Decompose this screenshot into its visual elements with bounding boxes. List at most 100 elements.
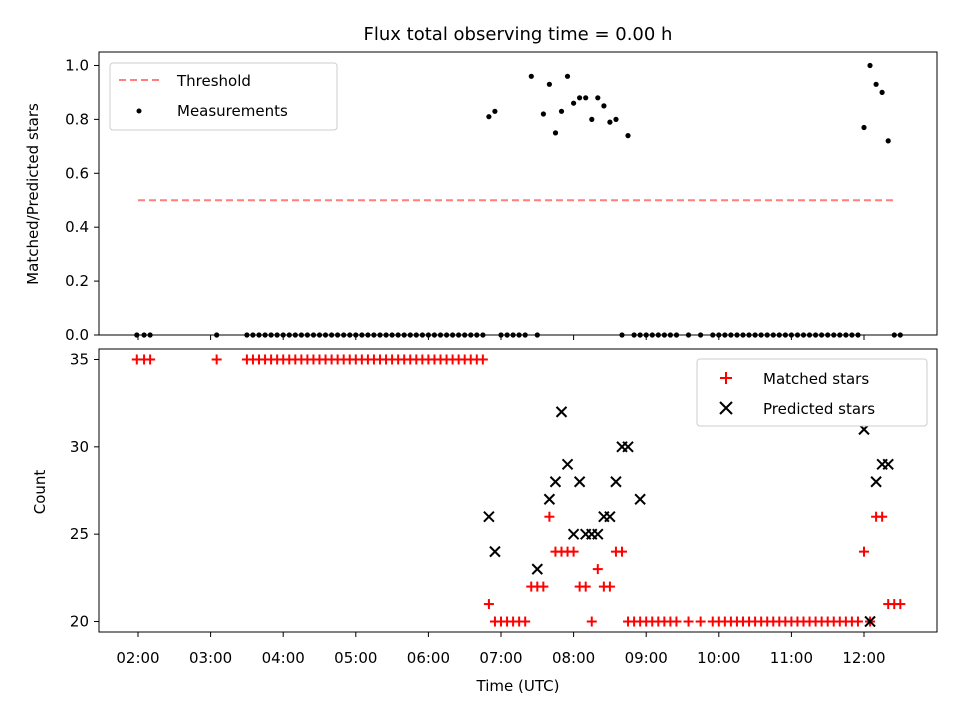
top-y-axis-label: Matched/Predicted stars xyxy=(24,103,42,285)
predicted-star-point xyxy=(567,528,580,540)
matched-star-point xyxy=(520,616,531,627)
predicted-star-point xyxy=(573,476,586,488)
legend-threshold-label: Threshold xyxy=(176,72,251,90)
legend-matched-label: Matched stars xyxy=(763,370,869,388)
top-x-axis xyxy=(137,335,865,340)
matched-star-point xyxy=(617,546,627,557)
predicted-star-point xyxy=(622,441,634,453)
x-tick-label: 04:00 xyxy=(262,649,305,667)
x-tick-label: 12:00 xyxy=(842,649,885,667)
measurement-point xyxy=(546,81,553,87)
bottom-y-tick-label: 35 xyxy=(70,350,89,368)
top-panel: Flux total observing time = 0.00 h 0.0 0.… xyxy=(24,24,938,344)
matched-star-point xyxy=(852,616,863,627)
measurement-point xyxy=(607,119,613,125)
x-tick-label: 11:00 xyxy=(770,649,813,667)
matched-star-point xyxy=(877,511,888,522)
predicted-star-point xyxy=(864,615,876,628)
predicted-star-point xyxy=(489,545,501,558)
top-y-tick-label: 0.2 xyxy=(65,272,89,290)
bottom-legend: Matched stars Predicted stars xyxy=(696,358,928,427)
measurement-point xyxy=(492,108,498,114)
measurement-point xyxy=(625,133,631,139)
measurement-point xyxy=(577,95,583,101)
matched-star-point xyxy=(477,354,488,365)
bottom-plot-area xyxy=(131,354,906,628)
measurement-point xyxy=(885,138,891,144)
legend-measurements-label: Measurements xyxy=(177,102,288,120)
matched-star-point xyxy=(483,599,494,610)
matched-star-point xyxy=(580,581,591,592)
top-y-axis: 0.0 0.2 0.4 0.6 0.8 1.0 xyxy=(65,56,99,344)
top-y-tick-label: 0.0 xyxy=(65,326,89,344)
predicted-star-point xyxy=(604,510,616,523)
matched-star-point xyxy=(538,581,549,592)
predicted-star-point xyxy=(561,458,574,471)
measurement-point xyxy=(589,116,595,122)
matched-star-point xyxy=(683,616,694,627)
predicted-star-point xyxy=(543,493,556,505)
x-tick-label: 05:00 xyxy=(334,649,377,667)
measurement-point xyxy=(595,95,601,101)
bottom-y-axis-label: Count xyxy=(31,470,49,515)
measurement-point xyxy=(558,108,565,114)
top-axes-frame xyxy=(98,51,938,336)
measurement-point xyxy=(552,130,559,136)
top-y-tick-label: 0.8 xyxy=(65,110,89,128)
predicted-star-point xyxy=(634,493,646,505)
matched-star-point xyxy=(859,546,869,557)
bottom-y-tick-label: 20 xyxy=(70,613,89,631)
bottom-x-axis: 02:00 03:00 04:00 05:00 06:00 07:00 08:00 09:00… xyxy=(116,632,886,667)
measurement-point xyxy=(571,100,577,106)
matched-star-point xyxy=(695,616,706,627)
legend-predicted-label: Predicted stars xyxy=(763,400,875,418)
measurement-point xyxy=(528,73,534,79)
measurement-point xyxy=(583,95,589,101)
matched-star-point xyxy=(895,599,906,610)
x-tick-label: 03:00 xyxy=(189,649,232,667)
x-tick-label: 07:00 xyxy=(479,649,522,667)
matched-star-point xyxy=(586,616,597,627)
matched-star-point xyxy=(211,354,222,365)
legend-predicted-swatch xyxy=(719,401,733,415)
x-axis-label: Time (UTC) xyxy=(476,677,560,695)
measurement-point xyxy=(540,111,547,117)
matched-star-point xyxy=(145,354,156,365)
measurement-point xyxy=(564,73,571,79)
x-tick-label: 09:00 xyxy=(625,649,668,667)
top-y-tick-label: 0.4 xyxy=(65,218,89,236)
legend-measurements-swatch xyxy=(136,108,142,114)
x-tick-label: 06:00 xyxy=(407,649,450,667)
matched-star-point xyxy=(604,581,615,592)
matched-star-point xyxy=(592,564,603,575)
predicted-star-point xyxy=(592,528,604,540)
bottom-legend-box xyxy=(696,358,928,427)
measurement-point xyxy=(867,62,873,69)
predicted-star-point xyxy=(483,510,495,523)
measurement-point xyxy=(873,81,879,87)
chart-title: Flux total observing time = 0.00 h xyxy=(364,24,673,45)
measurement-point xyxy=(613,116,619,122)
measurement-point xyxy=(486,114,492,120)
predicted-star-point xyxy=(870,476,882,488)
bottom-y-axis: 20 25 30 35 xyxy=(70,350,99,631)
matched-star-point xyxy=(568,546,579,557)
predicted-star-point xyxy=(549,476,562,488)
bottom-y-tick-label: 25 xyxy=(70,525,89,543)
predicted-star-point xyxy=(610,476,622,488)
predicted-star-point xyxy=(882,458,894,471)
top-y-tick-label: 1.0 xyxy=(65,56,89,74)
x-tick-label: 08:00 xyxy=(552,649,595,667)
top-legend-box xyxy=(109,62,338,131)
matched-star-point xyxy=(671,616,682,627)
bottom-axes-frame xyxy=(98,348,938,633)
bottom-y-tick-label: 30 xyxy=(70,438,89,456)
measurement-point xyxy=(601,103,607,109)
predicted-star-point xyxy=(531,563,544,575)
matched-star-point xyxy=(544,511,555,522)
x-tick-label: 10:00 xyxy=(697,649,740,667)
predicted-star-point xyxy=(555,406,568,418)
measurement-point xyxy=(861,124,867,131)
